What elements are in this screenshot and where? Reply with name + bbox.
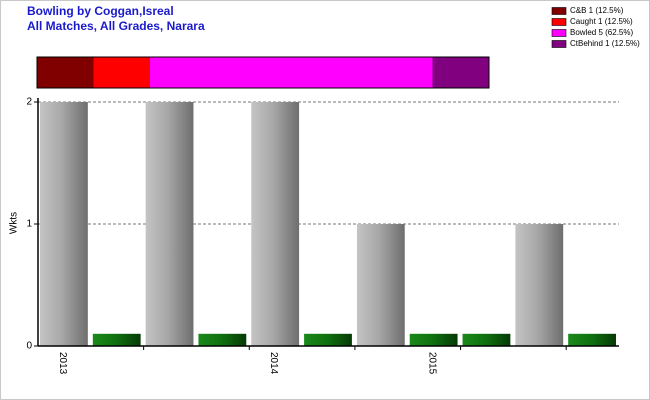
chart-title: Bowling by Coggan,Isreal (27, 4, 174, 18)
x-tick-label: 2013 (57, 352, 68, 375)
bar (198, 333, 247, 346)
bar (92, 333, 141, 346)
legend-label: C&B 1 (12.5%) (570, 6, 624, 15)
legend-label: Bowled 5 (62.5%) (570, 28, 633, 37)
proportion-segment (93, 57, 150, 88)
bar (409, 333, 458, 346)
y-axis-label: Wkts (9, 212, 20, 234)
y-tick-label: 1 (26, 219, 32, 230)
bar (515, 224, 564, 346)
proportion-segment (37, 57, 94, 88)
proportion-frame (36, 56, 490, 89)
legend-label: Caught 1 (12.5%) (570, 17, 633, 26)
x-tick-label: 2014 (268, 352, 279, 375)
legend-swatch (551, 29, 567, 37)
bar (568, 333, 616, 346)
legend-swatch (551, 7, 567, 15)
bar (462, 333, 511, 346)
bar (356, 224, 405, 346)
proportion-segment (150, 57, 433, 88)
legend-swatch (551, 40, 567, 48)
bar (145, 102, 194, 346)
proportion-segment (432, 57, 489, 88)
y-tick-label: 0 (26, 341, 32, 352)
y-tick-label: 2 (26, 97, 32, 108)
bar (251, 102, 300, 346)
bar (40, 102, 88, 346)
chart-subtitle: All Matches, All Grades, Narara (27, 19, 205, 33)
legend-swatch (551, 18, 567, 26)
x-tick-label: 2015 (426, 352, 437, 375)
legend-label: CtBehind 1 (12.5%) (570, 39, 640, 48)
bar (304, 333, 352, 346)
